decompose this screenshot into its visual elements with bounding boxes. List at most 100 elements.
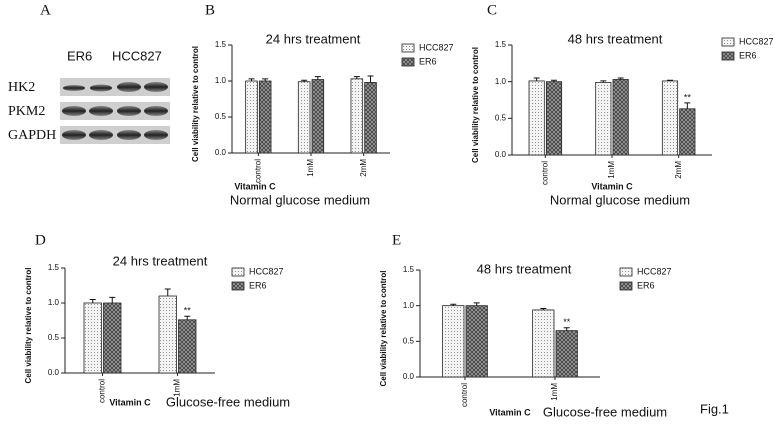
x-tick-label: 1mM [306, 159, 315, 177]
legend-texture [620, 282, 632, 290]
bar-texture [442, 305, 464, 377]
y-tick-label: 0.0 [403, 372, 415, 381]
bar-texture [679, 108, 695, 155]
y-axis-label: Cell viability relative to control [24, 267, 33, 383]
blot-strip [60, 78, 170, 96]
chart: E 48 hrs treatment Cell viability relative… [379, 232, 671, 419]
panel-label: C [487, 2, 497, 18]
error-bar [473, 302, 480, 306]
caption: Glucose-free medium [543, 404, 667, 419]
y-tick-label: 1.0 [495, 77, 507, 86]
blot-bands [62, 82, 168, 140]
error-bar [353, 76, 360, 79]
bar-texture [84, 303, 102, 373]
row-label: PKM2 [8, 104, 45, 119]
legend-label: HCC827 [419, 42, 454, 52]
bar-texture [259, 81, 272, 153]
x-tick-label: control [540, 161, 549, 185]
bar-texture [595, 82, 611, 155]
error-bar [367, 75, 374, 83]
legend-label: ER6 [637, 280, 655, 290]
legend-texture [232, 282, 244, 290]
x-tick-label: 2mM [359, 159, 368, 177]
legend-texture [722, 38, 734, 46]
error-bar [684, 102, 691, 109]
error-bar [262, 78, 269, 81]
y-tick-label: 0.0 [215, 148, 227, 157]
x-tick-label: 2mM [674, 161, 683, 179]
error-bar [248, 78, 255, 81]
y-axis-label: Cell viability relative to control [379, 270, 388, 386]
x-axis-label: Vitamin C [109, 397, 151, 407]
x-tick-label: 1mM [173, 379, 182, 397]
error-bar [617, 77, 624, 80]
error-bar [563, 327, 570, 331]
caption: Glucose-free medium [166, 394, 290, 409]
legend-texture [232, 268, 244, 276]
legend-label: HCC827 [637, 266, 672, 276]
y-tick-label: 0.5 [403, 336, 415, 345]
legend-texture [402, 44, 414, 52]
group-label: ER6 [67, 48, 92, 63]
error-bar [667, 79, 673, 81]
legend-texture [722, 52, 734, 60]
chart-title: 48 hrs treatment [477, 261, 572, 276]
x-tick-label: 1mM [550, 383, 559, 401]
error-bar [89, 299, 96, 303]
error-bar [600, 80, 607, 83]
x-tick-label: control [98, 379, 107, 403]
legend-label: ER6 [419, 56, 437, 66]
y-tick-label: 0.0 [48, 368, 60, 377]
error-bar [301, 79, 308, 82]
y-tick-label: 1.0 [215, 76, 227, 85]
chart: B 24 hrs treatment Cell viability relative… [191, 2, 453, 207]
bar-texture [350, 78, 363, 153]
y-tick-label: 1.5 [48, 263, 60, 272]
y-tick-label: 1.5 [403, 265, 415, 274]
x-tick-label: 1mM [607, 161, 616, 179]
bar-texture [532, 309, 554, 377]
chart-title: 48 hrs treatment [568, 31, 663, 46]
group-label: HCC827 [112, 48, 162, 63]
x-tick-label: control [253, 159, 262, 183]
y-tick-label: 1.5 [215, 40, 227, 49]
x-tick-label: control [460, 383, 469, 407]
caption: Normal glucose medium [550, 192, 690, 207]
bar-texture [364, 82, 377, 153]
chart-title: 24 hrs treatment [113, 253, 208, 268]
bar-texture [103, 303, 121, 373]
bar-texture [466, 305, 488, 377]
caption: Normal glucose medium [230, 192, 370, 207]
error-bar [533, 77, 540, 81]
error-bar [109, 296, 116, 303]
y-tick-label: 1.5 [495, 40, 507, 49]
panel-label: D [35, 232, 46, 248]
panel-label: A [40, 2, 51, 18]
error-bar [184, 315, 191, 320]
figure-label: Fig.1 [700, 401, 729, 416]
y-tick-label: 1.0 [48, 298, 60, 307]
row-label: HK2 [8, 80, 35, 95]
y-tick-label: 0.5 [48, 333, 60, 342]
significance-label: ** [684, 92, 692, 102]
chart: D 24 hrs treatment Cell viability relative… [24, 232, 290, 409]
bar-texture [159, 296, 177, 373]
y-tick-label: 0.0 [495, 150, 507, 159]
blot-strip [60, 126, 170, 144]
bar-texture [662, 80, 678, 155]
legend-label: HCC827 [249, 266, 284, 276]
y-axis-label: Cell viability relative to control [471, 47, 480, 163]
bar-texture [298, 81, 310, 153]
chart-title: 24 hrs treatment [266, 31, 361, 46]
error-bar [450, 303, 457, 306]
significance-label: ** [563, 317, 571, 327]
bar-texture [546, 81, 562, 155]
x-axis-label: Vitamin C [489, 407, 531, 417]
panel-label: B [205, 2, 215, 18]
bar-texture [245, 81, 258, 153]
legend-label: HCC827 [739, 36, 774, 46]
x-axis-label: Vitamin C [591, 181, 633, 191]
legend-label: ER6 [249, 280, 267, 290]
y-axis-label: Cell viability relative to control [191, 46, 200, 162]
